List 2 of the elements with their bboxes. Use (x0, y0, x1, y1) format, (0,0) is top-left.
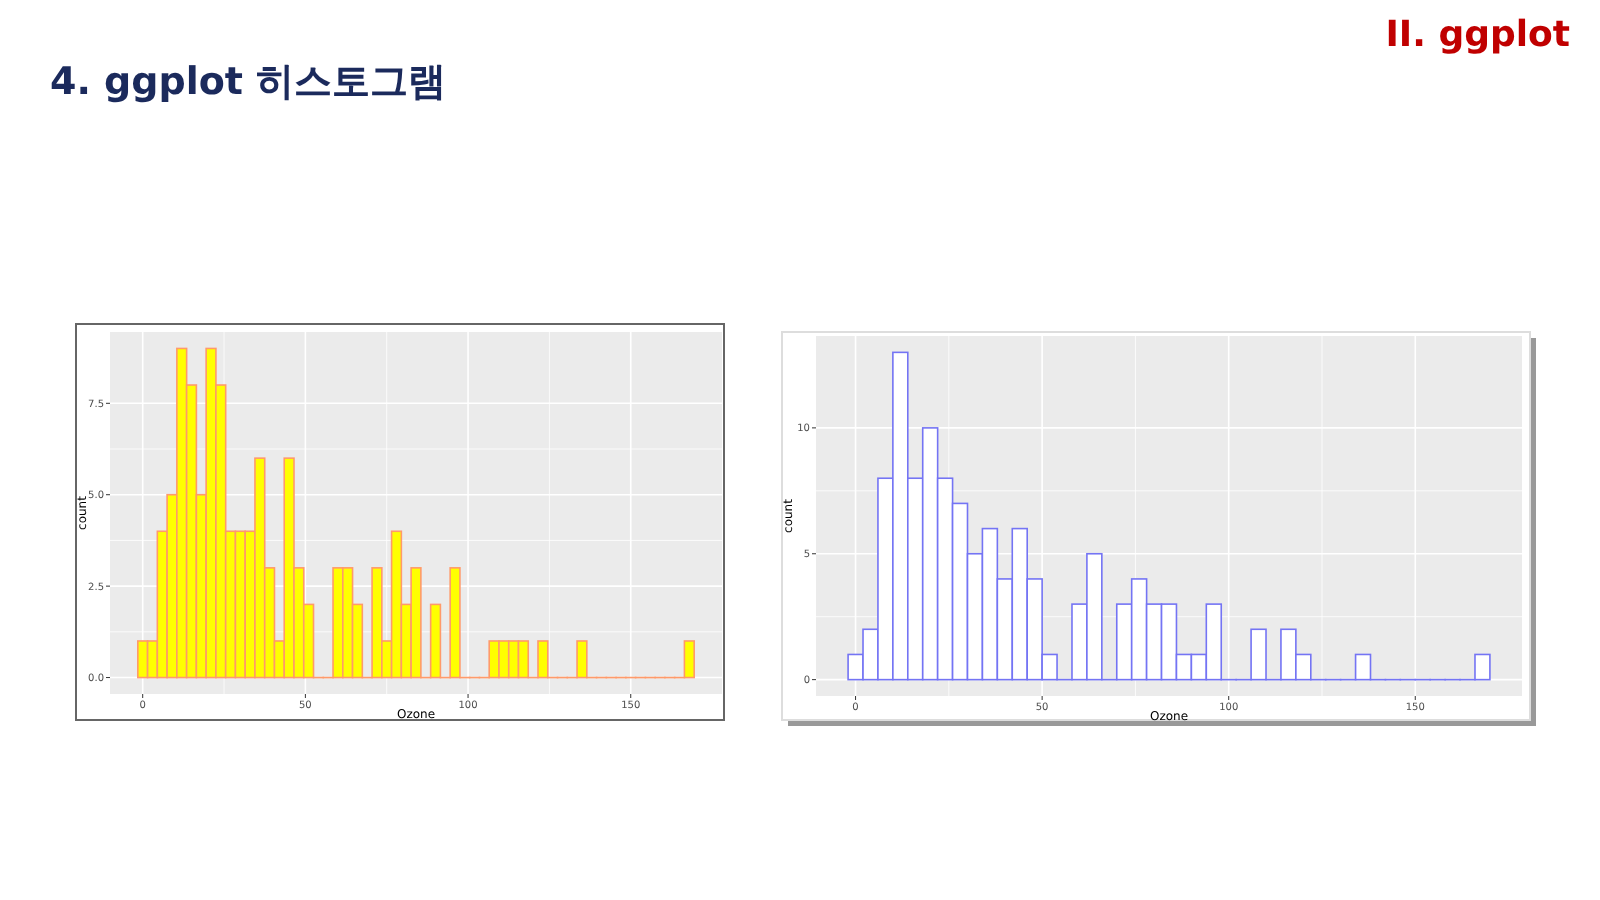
text: II. ggplot (1385, 14, 1571, 56)
chart-title: 4. ggplot 히스토그램 (50, 60, 447, 104)
